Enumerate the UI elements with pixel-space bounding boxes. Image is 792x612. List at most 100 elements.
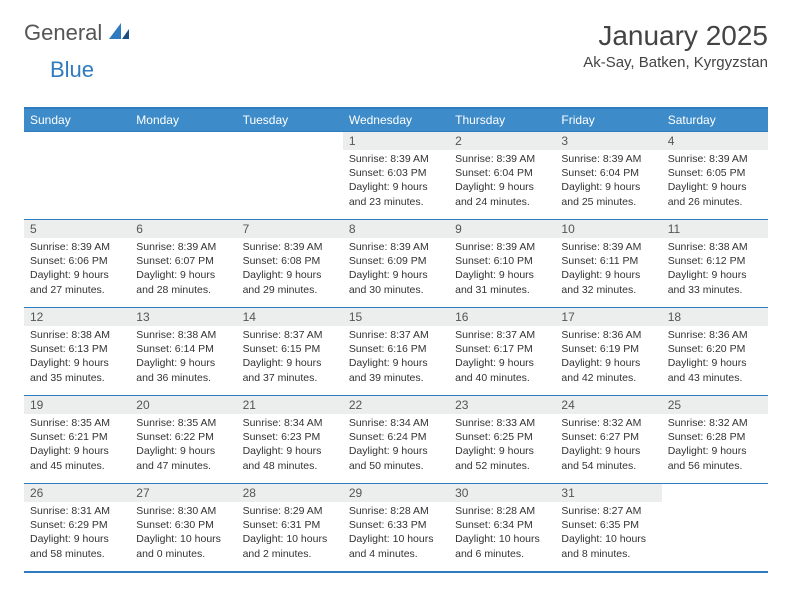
day-info: Sunrise: 8:35 AMSunset: 6:21 PMDaylight:…	[24, 414, 130, 477]
calendar-cell: 7Sunrise: 8:39 AMSunset: 6:08 PMDaylight…	[237, 220, 343, 308]
day-number: 7	[237, 220, 343, 238]
calendar-cell: 16Sunrise: 8:37 AMSunset: 6:17 PMDayligh…	[449, 308, 555, 396]
day-info: Sunrise: 8:39 AMSunset: 6:09 PMDaylight:…	[343, 238, 449, 301]
calendar-cell: 29Sunrise: 8:28 AMSunset: 6:33 PMDayligh…	[343, 484, 449, 572]
calendar-row: 5Sunrise: 8:39 AMSunset: 6:06 PMDaylight…	[24, 220, 768, 308]
day-number: 23	[449, 396, 555, 414]
day-header: Tuesday	[237, 108, 343, 132]
day-number: 30	[449, 484, 555, 502]
day-info: Sunrise: 8:38 AMSunset: 6:14 PMDaylight:…	[130, 326, 236, 389]
day-info: Sunrise: 8:39 AMSunset: 6:10 PMDaylight:…	[449, 238, 555, 301]
day-header: Wednesday	[343, 108, 449, 132]
day-info: Sunrise: 8:38 AMSunset: 6:12 PMDaylight:…	[662, 238, 768, 301]
day-number: 11	[662, 220, 768, 238]
calendar-cell: 1Sunrise: 8:39 AMSunset: 6:03 PMDaylight…	[343, 132, 449, 220]
day-number: 12	[24, 308, 130, 326]
calendar-cell: 25Sunrise: 8:32 AMSunset: 6:28 PMDayligh…	[662, 396, 768, 484]
calendar-cell: .	[237, 132, 343, 220]
calendar-cell: 15Sunrise: 8:37 AMSunset: 6:16 PMDayligh…	[343, 308, 449, 396]
calendar-cell: 26Sunrise: 8:31 AMSunset: 6:29 PMDayligh…	[24, 484, 130, 572]
calendar-cell: 9Sunrise: 8:39 AMSunset: 6:10 PMDaylight…	[449, 220, 555, 308]
calendar-cell: 24Sunrise: 8:32 AMSunset: 6:27 PMDayligh…	[555, 396, 661, 484]
day-info: Sunrise: 8:32 AMSunset: 6:28 PMDaylight:…	[662, 414, 768, 477]
day-number: 19	[24, 396, 130, 414]
day-number: 1	[343, 132, 449, 150]
day-number: 15	[343, 308, 449, 326]
day-header: Monday	[130, 108, 236, 132]
day-info: Sunrise: 8:37 AMSunset: 6:17 PMDaylight:…	[449, 326, 555, 389]
calendar-cell: 10Sunrise: 8:39 AMSunset: 6:11 PMDayligh…	[555, 220, 661, 308]
calendar-cell: 21Sunrise: 8:34 AMSunset: 6:23 PMDayligh…	[237, 396, 343, 484]
calendar-cell: 28Sunrise: 8:29 AMSunset: 6:31 PMDayligh…	[237, 484, 343, 572]
calendar-cell: 2Sunrise: 8:39 AMSunset: 6:04 PMDaylight…	[449, 132, 555, 220]
day-info: Sunrise: 8:36 AMSunset: 6:19 PMDaylight:…	[555, 326, 661, 389]
day-info: Sunrise: 8:37 AMSunset: 6:16 PMDaylight:…	[343, 326, 449, 389]
calendar-cell: 20Sunrise: 8:35 AMSunset: 6:22 PMDayligh…	[130, 396, 236, 484]
day-number: 27	[130, 484, 236, 502]
calendar-cell: 6Sunrise: 8:39 AMSunset: 6:07 PMDaylight…	[130, 220, 236, 308]
day-info: Sunrise: 8:39 AMSunset: 6:07 PMDaylight:…	[130, 238, 236, 301]
day-number: 6	[130, 220, 236, 238]
day-number: 10	[555, 220, 661, 238]
day-number: 20	[130, 396, 236, 414]
day-header: Saturday	[662, 108, 768, 132]
logo-text-general: General	[24, 20, 102, 46]
day-number: 31	[555, 484, 661, 502]
calendar-cell: 12Sunrise: 8:38 AMSunset: 6:13 PMDayligh…	[24, 308, 130, 396]
day-info: Sunrise: 8:31 AMSunset: 6:29 PMDaylight:…	[24, 502, 130, 565]
calendar-cell: 31Sunrise: 8:27 AMSunset: 6:35 PMDayligh…	[555, 484, 661, 572]
day-header: Friday	[555, 108, 661, 132]
calendar-row: ...1Sunrise: 8:39 AMSunset: 6:03 PMDayli…	[24, 132, 768, 220]
day-number: 13	[130, 308, 236, 326]
day-info: Sunrise: 8:28 AMSunset: 6:33 PMDaylight:…	[343, 502, 449, 565]
day-info: Sunrise: 8:32 AMSunset: 6:27 PMDaylight:…	[555, 414, 661, 477]
day-info: Sunrise: 8:39 AMSunset: 6:11 PMDaylight:…	[555, 238, 661, 301]
day-header: Sunday	[24, 108, 130, 132]
calendar-cell: 17Sunrise: 8:36 AMSunset: 6:19 PMDayligh…	[555, 308, 661, 396]
calendar-cell: .	[130, 132, 236, 220]
calendar-cell: 5Sunrise: 8:39 AMSunset: 6:06 PMDaylight…	[24, 220, 130, 308]
calendar-row: 19Sunrise: 8:35 AMSunset: 6:21 PMDayligh…	[24, 396, 768, 484]
calendar-cell: 23Sunrise: 8:33 AMSunset: 6:25 PMDayligh…	[449, 396, 555, 484]
day-number: 25	[662, 396, 768, 414]
calendar-cell: .	[662, 484, 768, 572]
day-number: 24	[555, 396, 661, 414]
day-info: Sunrise: 8:39 AMSunset: 6:06 PMDaylight:…	[24, 238, 130, 301]
calendar-row: 12Sunrise: 8:38 AMSunset: 6:13 PMDayligh…	[24, 308, 768, 396]
calendar-cell: 3Sunrise: 8:39 AMSunset: 6:04 PMDaylight…	[555, 132, 661, 220]
calendar-page: General January 2025 Ak-Say, Batken, Kyr…	[0, 0, 792, 593]
day-info: Sunrise: 8:34 AMSunset: 6:24 PMDaylight:…	[343, 414, 449, 477]
calendar-cell: 8Sunrise: 8:39 AMSunset: 6:09 PMDaylight…	[343, 220, 449, 308]
day-info: Sunrise: 8:36 AMSunset: 6:20 PMDaylight:…	[662, 326, 768, 389]
day-info: Sunrise: 8:39 AMSunset: 6:03 PMDaylight:…	[343, 150, 449, 213]
calendar-head: SundayMondayTuesdayWednesdayThursdayFrid…	[24, 108, 768, 132]
day-number: 2	[449, 132, 555, 150]
calendar-cell: 30Sunrise: 8:28 AMSunset: 6:34 PMDayligh…	[449, 484, 555, 572]
day-info: Sunrise: 8:37 AMSunset: 6:15 PMDaylight:…	[237, 326, 343, 389]
day-number: 4	[662, 132, 768, 150]
day-number: 28	[237, 484, 343, 502]
day-info: Sunrise: 8:28 AMSunset: 6:34 PMDaylight:…	[449, 502, 555, 565]
calendar-cell: 11Sunrise: 8:38 AMSunset: 6:12 PMDayligh…	[662, 220, 768, 308]
month-title: January 2025	[583, 20, 768, 52]
day-number: 3	[555, 132, 661, 150]
day-number: 9	[449, 220, 555, 238]
day-number: 29	[343, 484, 449, 502]
logo-sail-icon	[107, 21, 131, 46]
day-info: Sunrise: 8:27 AMSunset: 6:35 PMDaylight:…	[555, 502, 661, 565]
logo: General	[24, 20, 133, 46]
day-number: 14	[237, 308, 343, 326]
day-info: Sunrise: 8:29 AMSunset: 6:31 PMDaylight:…	[237, 502, 343, 565]
day-number: 18	[662, 308, 768, 326]
day-info: Sunrise: 8:30 AMSunset: 6:30 PMDaylight:…	[130, 502, 236, 565]
calendar-cell: 19Sunrise: 8:35 AMSunset: 6:21 PMDayligh…	[24, 396, 130, 484]
day-info: Sunrise: 8:39 AMSunset: 6:04 PMDaylight:…	[555, 150, 661, 213]
calendar-body: ...1Sunrise: 8:39 AMSunset: 6:03 PMDayli…	[24, 132, 768, 572]
day-info: Sunrise: 8:34 AMSunset: 6:23 PMDaylight:…	[237, 414, 343, 477]
day-number: 26	[24, 484, 130, 502]
day-info: Sunrise: 8:39 AMSunset: 6:08 PMDaylight:…	[237, 238, 343, 301]
day-info: Sunrise: 8:33 AMSunset: 6:25 PMDaylight:…	[449, 414, 555, 477]
calendar-cell: .	[24, 132, 130, 220]
calendar-table: SundayMondayTuesdayWednesdayThursdayFrid…	[24, 107, 768, 573]
calendar-cell: 27Sunrise: 8:30 AMSunset: 6:30 PMDayligh…	[130, 484, 236, 572]
